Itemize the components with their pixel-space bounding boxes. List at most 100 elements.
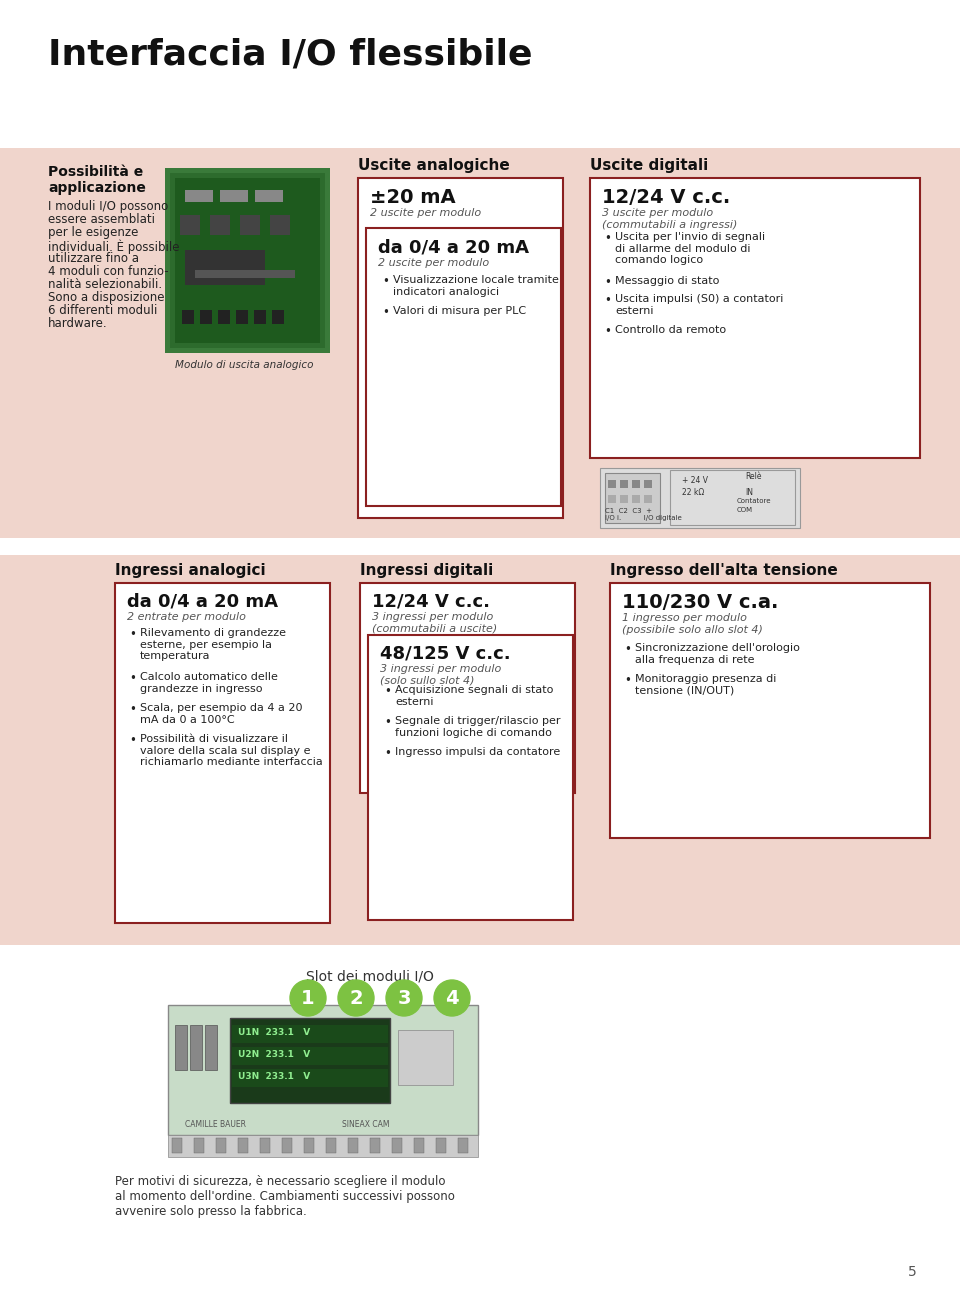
Text: •: • [384,716,391,729]
Text: Calcolo automatico delle
grandezze in ingresso: Calcolo automatico delle grandezze in in… [140,672,277,693]
Text: utilizzare fino a: utilizzare fino a [48,252,139,265]
Text: •: • [382,306,389,319]
Text: •: • [382,275,389,288]
Bar [590,178,920,458]
Text: U3N  233.1   V: U3N 233.1 V [238,1072,310,1081]
Text: I moduli I/O possono: I moduli I/O possono [48,200,168,213]
Bar [610,583,930,838]
Bar [218,310,230,325]
Text: 2 entrate per modulo: 2 entrate per modulo [127,612,246,622]
Text: COM: COM [737,507,754,513]
Text: I/O i.          I/O digitale: I/O i. I/O digitale [605,515,682,521]
Text: Sono a disposizione: Sono a disposizione [48,291,164,304]
Text: 3 uscite per modulo
(commutabili a ingressi): 3 uscite per modulo (commutabili a ingre… [602,208,737,230]
Circle shape [338,980,374,1016]
Bar [172,1138,182,1153]
Text: Possibilità e
applicazione: Possibilità e applicazione [48,166,146,195]
Bar [232,1069,388,1087]
Text: Ingressi digitali: Ingressi digitali [360,562,493,578]
Bar [360,583,575,793]
Bar [436,1138,446,1153]
Bar [194,1138,204,1153]
Bar [210,215,230,235]
Circle shape [386,980,422,1016]
Text: •: • [604,294,611,306]
Bar [644,495,652,503]
Text: essere assemblati: essere assemblati [48,213,155,226]
Text: hardware.: hardware. [48,317,108,330]
Bar [168,1005,478,1135]
Bar [115,583,330,923]
Bar [600,468,800,528]
Text: + 24 V: + 24 V [682,476,708,485]
Text: •: • [604,231,611,244]
Text: Segnale di trigger/rilascio per
funzioni logiche di comando: Segnale di trigger/rilascio per funzioni… [395,716,561,737]
Bar [185,190,213,202]
Text: Scala, per esempio da 4 a 20
mA da 0 a 100°C: Scala, per esempio da 4 a 20 mA da 0 a 1… [140,703,302,724]
Text: Uscita per l'invio di segnali
di allarme del modulo di
comando logico: Uscita per l'invio di segnali di allarme… [615,231,765,265]
Text: da 0/4 a 20 mA: da 0/4 a 20 mA [127,593,278,612]
Text: Controllo da remoto: Controllo da remoto [615,325,726,335]
Bar [230,1018,390,1103]
Text: Relè: Relè [745,472,761,481]
Text: 3 ingressi per modulo
(solo sullo slot 4): 3 ingressi per modulo (solo sullo slot 4… [380,665,501,685]
Text: Ingresso impulsi da contatore: Ingresso impulsi da contatore [395,747,561,756]
Text: Ingressi analogici: Ingressi analogici [115,562,266,578]
Bar [182,310,194,325]
Bar [260,1138,270,1153]
Text: Modulo di uscita analogico: Modulo di uscita analogico [175,359,314,370]
Text: 4: 4 [445,989,459,1007]
Bar [254,310,266,325]
Text: CAMILLE BAUER: CAMILLE BAUER [185,1120,246,1129]
Circle shape [290,980,326,1016]
Text: Messaggio di stato: Messaggio di stato [615,275,719,286]
Text: 2 uscite per modulo: 2 uscite per modulo [370,208,481,219]
Bar [620,495,628,503]
Bar [0,147,960,538]
Text: 3 ingressi per modulo
(commutabili a uscite): 3 ingressi per modulo (commutabili a usc… [372,612,497,634]
Text: Acquisizione segnali di stato
esterni: Acquisizione segnali di stato esterni [395,685,553,706]
Bar [200,310,212,325]
Text: 48/125 V c.c.: 48/125 V c.c. [380,645,511,663]
Text: •: • [624,643,631,656]
Bar [644,480,652,487]
Text: IN: IN [745,487,753,497]
Circle shape [434,980,470,1016]
Bar [0,555,960,945]
Text: individuali. È possibile: individuali. È possibile [48,239,180,253]
Bar [632,480,640,487]
Bar [270,215,290,235]
Text: •: • [129,734,136,747]
Bar [304,1138,314,1153]
Text: SINEAX CAM: SINEAX CAM [343,1120,390,1129]
Text: Rilevamento di grandezze
esterne, per esempio la
temperatura: Rilevamento di grandezze esterne, per es… [140,628,286,661]
Text: per le esigenze: per le esigenze [48,226,138,239]
Bar [605,473,660,522]
Bar [620,480,628,487]
Text: Monitoraggio presenza di
tensione (IN/OUT): Monitoraggio presenza di tensione (IN/OU… [635,674,777,696]
Bar [358,178,563,518]
Text: 22 kΩ: 22 kΩ [682,487,705,497]
Text: •: • [129,703,136,716]
Text: 2: 2 [349,989,363,1007]
Text: 110/230 V c.a.: 110/230 V c.a. [622,593,779,612]
Text: 1 ingresso per modulo
(possibile solo allo slot 4): 1 ingresso per modulo (possibile solo al… [622,613,763,635]
Text: •: • [624,674,631,687]
Text: da 0/4 a 20 mA: da 0/4 a 20 mA [378,238,529,256]
Bar [195,270,295,278]
Text: Contatore: Contatore [737,498,772,504]
Bar [366,228,561,506]
Bar [608,495,616,503]
Bar [608,480,616,487]
Text: •: • [384,685,391,698]
Text: •: • [604,275,611,290]
Bar [175,178,320,343]
Text: 3: 3 [397,989,411,1007]
Text: 6 differenti moduli: 6 differenti moduli [48,304,157,317]
Bar [232,1025,388,1043]
Bar [370,1138,380,1153]
Text: •: • [129,628,136,641]
Text: Visualizzazione locale tramite
indicatori analogici: Visualizzazione locale tramite indicator… [393,275,559,296]
Bar [348,1138,358,1153]
Text: •: • [129,672,136,685]
